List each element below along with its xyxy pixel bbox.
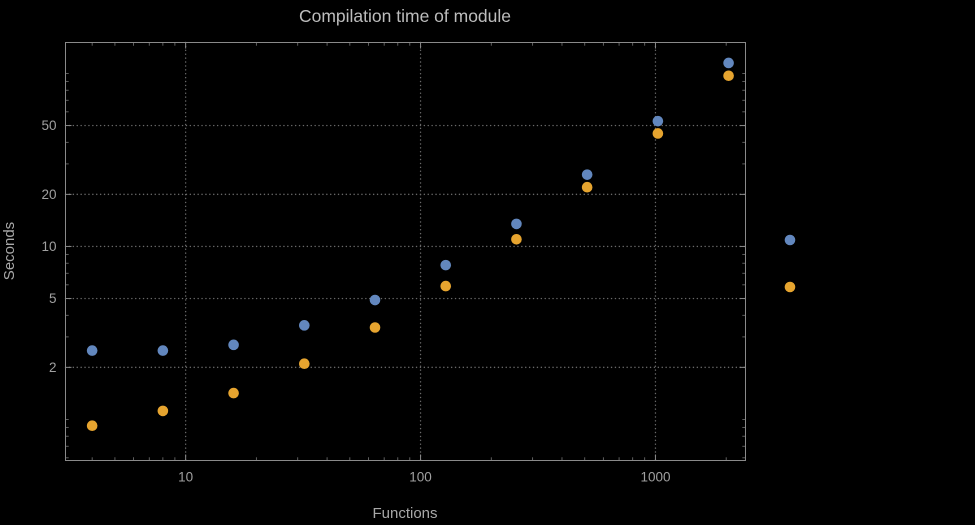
data-point-blue [86,345,98,356]
legend-marker-blue [784,234,796,246]
data-point-blue [157,345,169,356]
legend-marker-orange [784,281,796,293]
data-point-blue [652,115,664,127]
y-tick-label: 5 [49,291,57,306]
data-point-blue [369,294,381,306]
y-tick-label: 50 [41,118,56,133]
data-points-layer [86,57,734,432]
x-axis-label: Functions [372,505,437,522]
data-point-orange [157,405,169,417]
x-tick-label: 100 [409,470,432,485]
chart-title: Compilation time of module [299,6,511,26]
y-tick-label: 2 [49,360,57,375]
data-point-orange [652,128,664,139]
y-tick-label: 20 [41,187,56,202]
y-axis-label: Seconds [1,222,18,280]
legend [784,234,796,293]
data-point-orange [369,322,381,333]
data-point-blue [581,169,593,180]
plot-frame [65,42,746,461]
data-point-blue [299,320,310,331]
data-point-blue [440,259,452,271]
data-point-blue [228,339,239,351]
x-tick-label: 10 [178,470,193,485]
data-point-orange [723,70,734,82]
y-tick-label: 10 [41,239,56,254]
ticks-layer [65,42,746,461]
data-point-orange [581,181,593,193]
data-point-blue [511,218,522,230]
x-tick-label: 1000 [640,470,670,485]
data-point-blue [723,57,734,69]
data-point-orange [228,387,239,399]
data-point-orange [299,358,310,370]
data-point-orange [440,280,452,292]
gridlines-layer [64,41,747,462]
data-point-orange [86,420,98,432]
tick-labels-layer: 10 100 1000 2 5 10 20 50 [41,118,670,484]
data-point-orange [511,233,522,245]
